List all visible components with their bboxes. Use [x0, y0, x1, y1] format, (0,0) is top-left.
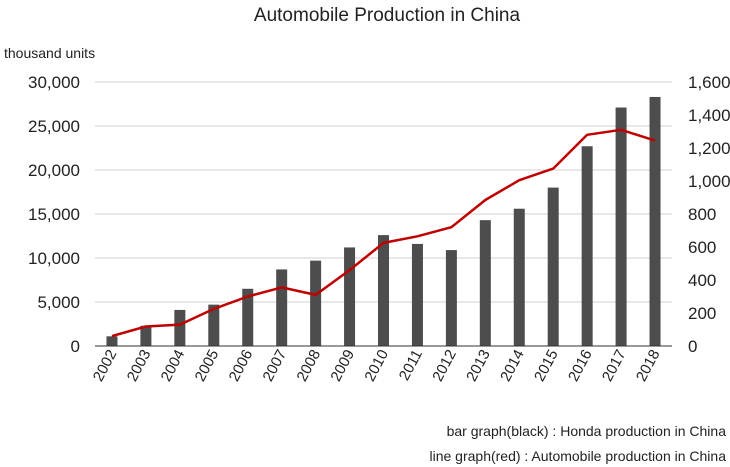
right-tick-label: 200	[688, 304, 716, 323]
bar	[276, 269, 288, 346]
bar	[310, 260, 322, 346]
note-line: line graph(red) : Automobile production …	[429, 448, 726, 464]
bar	[344, 247, 356, 346]
x-tick-label: 2003	[124, 347, 155, 384]
right-tick-label: 1,600	[688, 73, 730, 92]
bar	[106, 336, 118, 346]
right-tick-label: 1,000	[688, 172, 730, 191]
x-tick-label: 2004	[158, 347, 189, 384]
x-tick-label: 2002	[90, 347, 121, 384]
left-tick-label: 20,000	[28, 161, 80, 180]
bar	[174, 309, 186, 346]
bar	[547, 187, 559, 346]
note-bar: bar graph(black) : Honda production in C…	[447, 423, 727, 439]
x-tick-label: 2016	[565, 347, 596, 384]
right-tick-label: 400	[688, 271, 716, 290]
right-tick-label: 1,200	[688, 139, 730, 158]
bar	[411, 243, 423, 346]
left-tick-label: 5,000	[37, 293, 80, 312]
x-tick-label: 2008	[293, 347, 324, 384]
bar	[513, 208, 525, 346]
x-tick-label: 2011	[396, 347, 426, 383]
right-tick-label: 0	[688, 337, 697, 356]
bar	[615, 107, 627, 347]
left-tick-label: 15,000	[28, 205, 80, 224]
x-tick-label: 2010	[361, 347, 392, 384]
right-tick-label: 800	[688, 205, 716, 224]
left-tick-label: 25,000	[28, 117, 80, 136]
bar	[649, 96, 661, 347]
bar	[378, 235, 389, 346]
x-tick-label: 2006	[226, 347, 257, 384]
x-tick-label: 2009	[327, 347, 358, 384]
bar	[445, 250, 457, 346]
x-tick-label: 2014	[497, 347, 528, 384]
bar	[140, 325, 152, 346]
right-tick-label: 600	[688, 238, 716, 257]
x-tick-label: 2018	[633, 347, 664, 384]
y-unit-label: thousand units	[4, 45, 95, 61]
x-tick-label: 2005	[192, 347, 223, 384]
left-tick-label: 10,000	[28, 249, 80, 268]
left-tick-label: 30,000	[28, 73, 80, 92]
bar	[479, 220, 491, 346]
bar	[581, 146, 593, 346]
series-line	[111, 128, 656, 338]
bar	[242, 288, 254, 346]
china-production-line	[111, 128, 656, 338]
honda-bars	[106, 96, 661, 347]
left-tick-label: 0	[71, 337, 80, 356]
gridlines	[95, 81, 672, 303]
x-tick-label: 2012	[429, 347, 460, 384]
left-axis-ticks: 0 5,000 10,000 15,000 20,000 25,000 30,000	[28, 73, 80, 356]
bar	[208, 304, 220, 346]
x-axis-ticks: 2002 2003 2004 2005 2006 2007 2008 2009 2010 2011…	[90, 347, 664, 384]
x-tick-label: 2015	[531, 347, 562, 384]
chart-title: Automobile Production in China	[254, 5, 521, 26]
right-tick-label: 1,400	[688, 106, 730, 125]
x-tick-label: 2017	[599, 347, 630, 384]
right-axis-ticks: 0 200 400 600 800 1,000 1,200 1,400 1,600	[688, 73, 730, 356]
x-tick-label: 2013	[463, 347, 494, 384]
x-tick-label: 2007	[260, 347, 291, 384]
